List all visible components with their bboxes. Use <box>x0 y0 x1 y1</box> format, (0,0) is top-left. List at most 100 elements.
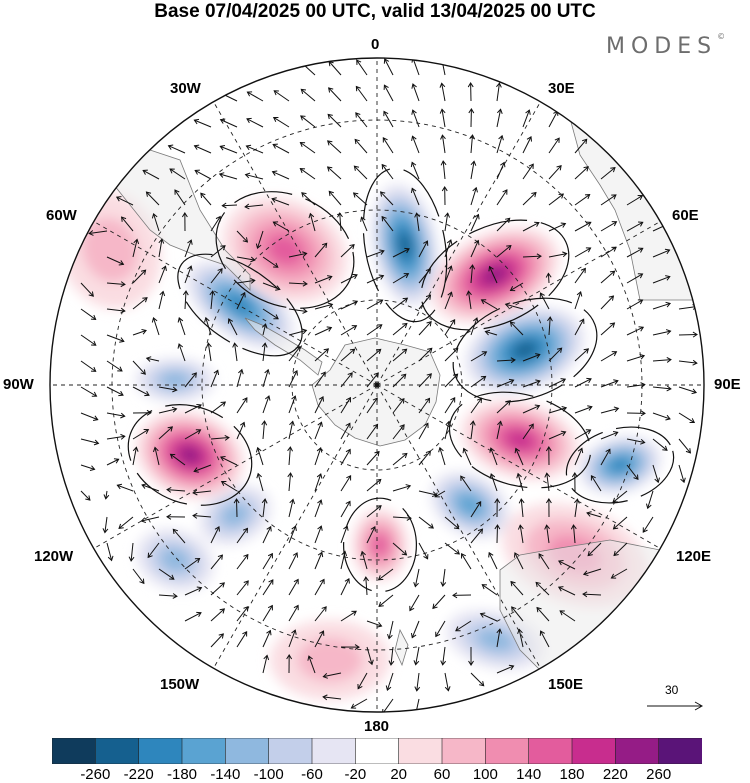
wind-arrow-shaft <box>314 396 324 414</box>
wind-arrow-head <box>477 528 484 534</box>
wind-arrow-head <box>360 216 366 222</box>
wind-arrow-head <box>328 190 334 197</box>
wind-arrow-head <box>639 353 646 360</box>
wind-arrow-head <box>579 318 585 324</box>
wind-arrow-shaft <box>678 412 695 423</box>
wind-arrow-shaft <box>314 579 325 596</box>
antarctic-peninsula-outline <box>244 317 323 376</box>
wind-arrow-shaft <box>308 655 316 674</box>
wind-arrow-shaft <box>262 526 272 544</box>
wind-arrow-shaft <box>300 88 316 102</box>
wind-arrow-head <box>196 586 203 592</box>
wind-arrow-shaft <box>470 376 486 388</box>
wind-arrow-head <box>357 683 363 690</box>
meridian-line <box>376 384 664 551</box>
wind-arrow-shaft <box>132 568 145 584</box>
wind-arrow-shaft <box>80 490 91 501</box>
wind-arrow-shaft <box>340 578 350 596</box>
wind-arrow-head <box>145 191 152 197</box>
wind-arrow-head <box>484 329 491 336</box>
wind-arrow-head <box>441 186 448 192</box>
colorbar-tick-label: 100 <box>472 766 498 783</box>
wind-arrow-shaft <box>381 216 394 232</box>
wind-arrow-head <box>158 238 165 244</box>
wind-arrow-head <box>240 291 246 298</box>
wind-arrow-shaft <box>158 408 177 414</box>
wind-arrow-head <box>195 429 202 435</box>
wind-arrow-shaft <box>158 239 163 258</box>
wind-arrow-shaft <box>418 347 433 362</box>
wind-arrow-shaft <box>678 360 697 364</box>
wind-arrow-shaft <box>384 58 394 76</box>
wind-arrow-head <box>414 686 421 692</box>
wind-arrow-head <box>321 606 327 612</box>
wind-arrow-shaft <box>121 216 134 232</box>
wind-arrow-head <box>574 498 580 504</box>
wind-arrow-head <box>144 390 150 397</box>
wind-arrow-shaft <box>378 594 394 607</box>
wind-arrow-head <box>191 372 197 378</box>
wind-arrow-shaft <box>257 447 264 466</box>
wind-arrow-head <box>556 164 562 171</box>
colorbar-swatch <box>311 738 357 764</box>
wind-arrow-shaft <box>574 406 593 414</box>
wind-arrow-shaft <box>236 256 255 261</box>
wind-arrow-shaft <box>522 192 537 206</box>
wind-arrow-shaft <box>236 292 246 310</box>
wind-arrow-shaft <box>314 348 329 362</box>
wind-arrow-head <box>611 246 617 252</box>
east-antarctic-low-streamline <box>565 426 675 504</box>
colorbar-tick-label: 220 <box>602 766 628 783</box>
wind-arrow-head <box>535 581 541 588</box>
wind-arrow-head <box>245 144 252 151</box>
wind-arrow-shaft <box>418 294 431 310</box>
wind-arrow-head <box>528 163 534 169</box>
wind-arrow-head <box>172 386 178 393</box>
wind-arrow-head <box>411 135 417 141</box>
wind-arrow-head <box>382 137 388 143</box>
wind-arrow-shaft <box>132 386 150 396</box>
wind-arrow-shaft <box>288 499 294 518</box>
wind-arrow-head <box>440 134 446 140</box>
wind-arrow-shaft <box>365 577 368 596</box>
latitude-circle <box>291 299 463 471</box>
wind-arrow-head <box>243 553 249 560</box>
wind-arrow-shaft <box>392 297 408 310</box>
wind-arrow-shaft <box>245 204 264 208</box>
wind-arrow-head <box>328 87 334 93</box>
wind-arrow-head <box>140 369 146 375</box>
wind-arrow-head <box>481 351 488 357</box>
wind-arrow-shaft <box>600 322 615 336</box>
wind-arrow-head <box>476 501 482 507</box>
wind-arrow-shaft <box>184 265 192 284</box>
wind-arrow-shaft <box>273 117 290 128</box>
wind-arrow-shaft <box>392 453 408 466</box>
wind-arrow-shaft <box>106 334 125 342</box>
wind-arrow-head <box>376 505 382 511</box>
wind-arrow-head <box>242 397 248 403</box>
south-pacific-low-contour <box>221 503 249 527</box>
wind-arrow-head <box>91 391 98 397</box>
wind-arrow-shaft <box>184 239 192 258</box>
wind-arrow-head <box>399 397 405 404</box>
wind-arrow-shaft <box>262 630 271 648</box>
wind-arrow-head <box>462 447 468 454</box>
wind-arrow-shaft <box>678 464 685 483</box>
wind-arrow-shaft <box>600 295 614 310</box>
wind-arrow-head <box>654 477 660 484</box>
wind-arrow-shaft <box>411 620 420 638</box>
wind-arrow-head <box>177 343 184 349</box>
wind-arrow-shaft <box>219 173 238 180</box>
wind-arrow-shaft <box>652 464 659 483</box>
wind-arrow-head <box>322 673 328 679</box>
wind-arrow-shaft <box>314 371 326 388</box>
wind-arrow-head <box>302 251 308 258</box>
wind-arrow-head <box>355 112 361 118</box>
wind-arrow-head <box>502 189 508 195</box>
wind-arrow-head <box>435 631 441 638</box>
wind-arrow-head <box>662 445 668 451</box>
wind-arrow-head <box>557 586 564 592</box>
wind-arrow-head <box>327 275 333 281</box>
wind-arrow-shaft <box>416 213 420 232</box>
wind-arrow-shaft <box>390 646 394 665</box>
